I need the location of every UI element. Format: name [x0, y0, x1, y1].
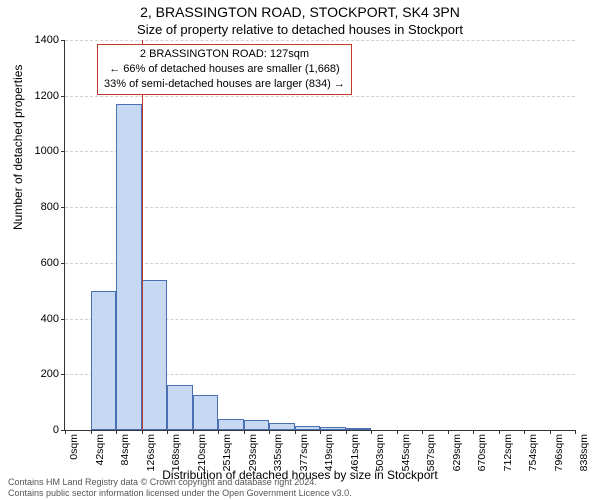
histogram-bar: [346, 428, 372, 430]
x-tick-mark: [346, 430, 347, 434]
x-tick-label: 461sqm: [349, 434, 361, 471]
x-tick-label: 251sqm: [221, 434, 233, 471]
x-tick-mark: [422, 430, 423, 434]
property-marker-line: [142, 40, 143, 430]
x-tick-mark: [575, 430, 576, 434]
x-tick-label: 168sqm: [170, 434, 182, 471]
x-tick-label: 210sqm: [196, 434, 208, 471]
x-tick-label: 293sqm: [247, 434, 259, 471]
x-tick-mark: [142, 430, 143, 434]
x-tick-mark: [218, 430, 219, 434]
x-tick-label: 587sqm: [425, 434, 437, 471]
x-tick-mark: [65, 430, 66, 434]
x-tick-label: 126sqm: [145, 434, 157, 471]
x-tick-label: 377sqm: [298, 434, 310, 471]
x-tick-label: 712sqm: [502, 434, 514, 471]
histogram-bar: [218, 419, 244, 430]
histogram-bar: [193, 395, 219, 430]
x-tick-label: 84sqm: [119, 434, 131, 466]
x-tick-label: 670sqm: [476, 434, 488, 471]
y-tick-mark: [61, 319, 65, 320]
y-tick-mark: [61, 207, 65, 208]
x-tick-mark: [524, 430, 525, 434]
x-tick-label: 42sqm: [94, 434, 106, 466]
y-tick-label: 600: [41, 257, 59, 269]
x-tick-mark: [473, 430, 474, 434]
infobox-line: ← 66% of detached houses are smaller (1,…: [104, 62, 345, 77]
title-sub: Size of property relative to detached ho…: [0, 22, 600, 37]
x-tick-mark: [371, 430, 372, 434]
x-tick-mark: [116, 430, 117, 434]
y-tick-label: 0: [53, 424, 59, 436]
x-tick-mark: [320, 430, 321, 434]
x-tick-label: 419sqm: [323, 434, 335, 471]
y-tick-label: 800: [41, 201, 59, 213]
y-tick-label: 1200: [35, 90, 59, 102]
x-tick-mark: [244, 430, 245, 434]
x-tick-label: 0sqm: [68, 434, 80, 460]
y-tick-mark: [61, 263, 65, 264]
infobox-line: 2 BRASSINGTON ROAD: 127sqm: [104, 47, 345, 62]
y-tick-mark: [61, 151, 65, 152]
histogram-bar: [167, 385, 193, 430]
histogram-bar: [116, 104, 142, 430]
x-tick-mark: [550, 430, 551, 434]
histogram-bar: [295, 426, 321, 430]
x-tick-mark: [193, 430, 194, 434]
histogram-bar: [142, 280, 168, 430]
y-tick-label: 1000: [35, 145, 59, 157]
y-axis-label: Number of detached properties: [11, 65, 25, 230]
x-tick-mark: [167, 430, 168, 434]
x-tick-mark: [499, 430, 500, 434]
x-tick-label: 838sqm: [578, 434, 590, 471]
chart-wrap: 2, BRASSINGTON ROAD, STOCKPORT, SK4 3PN …: [0, 0, 600, 500]
footer-line-1: Contains HM Land Registry data © Crown c…: [8, 477, 352, 487]
histogram-bar: [320, 427, 346, 430]
histogram-bar: [244, 420, 270, 430]
y-tick-mark: [61, 96, 65, 97]
property-info-box: 2 BRASSINGTON ROAD: 127sqm← 66% of detac…: [97, 44, 352, 95]
footer-line-2: Contains public sector information licen…: [8, 488, 352, 498]
x-tick-mark: [397, 430, 398, 434]
x-tick-mark: [295, 430, 296, 434]
x-tick-label: 629sqm: [451, 434, 463, 471]
plot-area: 02004006008001000120014000sqm42sqm84sqm1…: [64, 40, 575, 431]
x-tick-label: 796sqm: [553, 434, 565, 471]
x-tick-label: 754sqm: [527, 434, 539, 471]
x-tick-label: 545sqm: [400, 434, 412, 471]
footer: Contains HM Land Registry data © Crown c…: [8, 477, 352, 498]
title-main: 2, BRASSINGTON ROAD, STOCKPORT, SK4 3PN: [0, 4, 600, 20]
y-tick-label: 400: [41, 313, 59, 325]
histogram-bar: [269, 423, 295, 430]
infobox-line: 33% of semi-detached houses are larger (…: [104, 77, 345, 92]
y-tick-mark: [61, 40, 65, 41]
y-tick-mark: [61, 374, 65, 375]
y-tick-label: 1400: [35, 34, 59, 46]
x-tick-label: 503sqm: [374, 434, 386, 471]
x-tick-mark: [269, 430, 270, 434]
x-tick-mark: [91, 430, 92, 434]
x-tick-mark: [448, 430, 449, 434]
histogram-bar: [91, 291, 117, 430]
x-tick-label: 335sqm: [272, 434, 284, 471]
y-tick-label: 200: [41, 368, 59, 380]
